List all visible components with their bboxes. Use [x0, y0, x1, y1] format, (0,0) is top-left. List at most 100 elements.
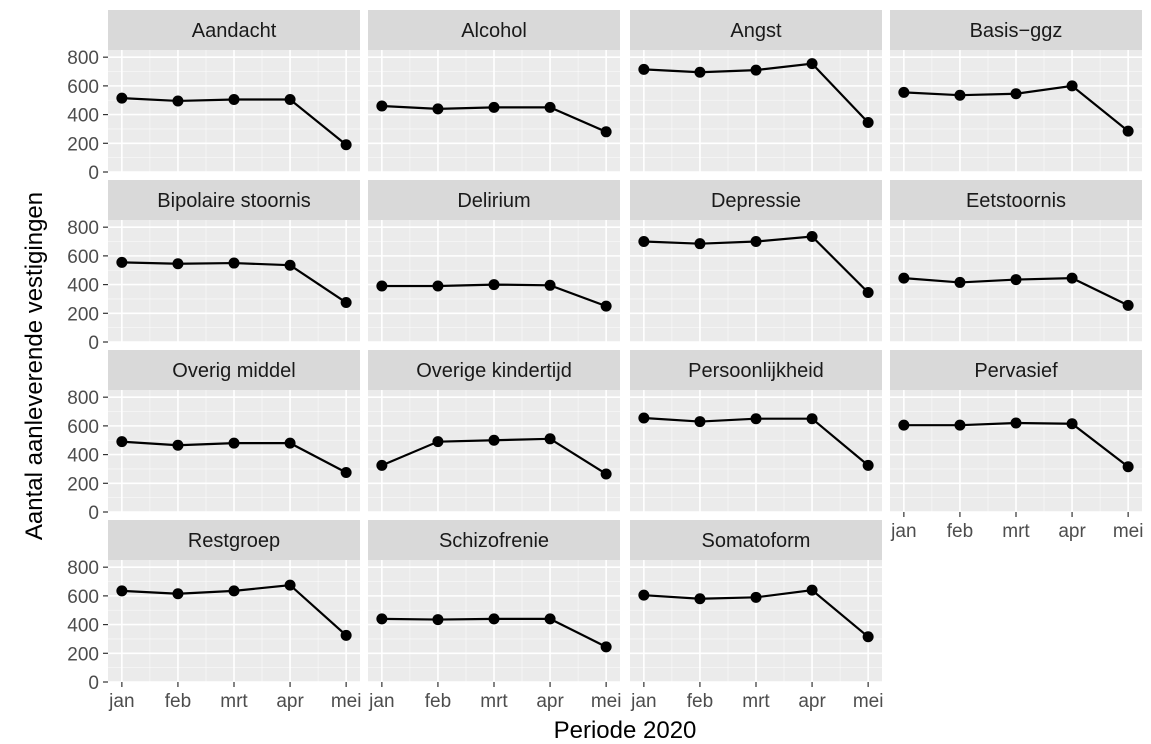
data-point [806, 584, 818, 596]
data-point [116, 92, 128, 104]
data-point [488, 279, 500, 291]
facet-title: Eetstoornis [966, 190, 1066, 212]
y-tick-label: 200 [67, 644, 99, 665]
x-tick-label: jan [108, 691, 134, 712]
data-point [1122, 125, 1134, 137]
data-point [694, 416, 706, 428]
facet-title: Aandacht [192, 20, 277, 42]
data-point [600, 468, 612, 480]
facet-strip [630, 180, 882, 220]
x-tick-label: mei [591, 691, 622, 712]
x-tick-label: jan [630, 691, 656, 712]
facet-strip [108, 350, 360, 390]
y-tick-label: 600 [67, 587, 99, 608]
facet-panel: Alcohol [368, 10, 620, 173]
data-point [228, 585, 240, 597]
data-point [116, 256, 128, 268]
data-point [638, 236, 650, 248]
data-point [638, 589, 650, 601]
data-point [750, 64, 762, 76]
data-point [544, 279, 556, 291]
x-tick-label: feb [947, 521, 973, 542]
data-point [284, 94, 296, 106]
data-point [862, 116, 874, 128]
y-axis-title: Aantal aanleverende vestigingen [21, 192, 48, 540]
x-tick-label: apr [276, 691, 304, 712]
data-point [376, 100, 388, 112]
facet-strip [630, 10, 882, 50]
data-point [116, 436, 128, 448]
y-tick-label: 600 [67, 77, 99, 98]
data-point [116, 585, 128, 597]
facet-panel: Pervasief jan feb mrt apr mei [890, 350, 1143, 542]
data-point [172, 439, 184, 451]
x-tick-label: mei [331, 691, 362, 712]
data-point [488, 101, 500, 113]
facet-panel: Overige kindertijd [368, 350, 620, 513]
x-tick-label: jan [368, 691, 394, 712]
facet-panel: Bipolaire stoornis 0 200 400 600 800 [67, 180, 360, 354]
facet-strip [368, 10, 620, 50]
facet-strip [368, 350, 620, 390]
data-point [750, 591, 762, 603]
data-point [1122, 461, 1134, 473]
data-point [1010, 88, 1022, 100]
x-tick-label: mei [1113, 521, 1144, 542]
facet-strip [890, 180, 1142, 220]
y-tick-label: 0 [88, 163, 99, 184]
facet-title: Basis−ggz [970, 20, 1063, 42]
data-point [544, 613, 556, 625]
facet-strip [368, 180, 620, 220]
data-point [694, 593, 706, 605]
y-tick-label: 0 [88, 503, 99, 524]
facet-strip [108, 520, 360, 560]
x-tick-label: mrt [220, 691, 248, 712]
data-point [228, 257, 240, 269]
data-point [172, 588, 184, 600]
data-point [600, 641, 612, 653]
facet-strip [630, 520, 882, 560]
data-point [376, 459, 388, 471]
facet-panel: Somatoform jan feb mrt apr mei [630, 520, 883, 712]
y-tick-label: 800 [67, 218, 99, 239]
data-point [340, 467, 352, 479]
facet-strip [368, 520, 620, 560]
data-point [340, 297, 352, 309]
facet-panel: Depressie [630, 180, 882, 343]
facet-title: Persoonlijkheid [688, 360, 824, 382]
x-tick-label: mrt [742, 691, 770, 712]
data-point [898, 272, 910, 284]
x-tick-label: feb [687, 691, 713, 712]
data-point [172, 258, 184, 270]
y-tick-label: 400 [67, 276, 99, 297]
y-tick-label: 200 [67, 474, 99, 495]
facet-strip [890, 350, 1142, 390]
data-point [638, 412, 650, 424]
y-tick-label: 200 [67, 134, 99, 155]
facet-title: Bipolaire stoornis [157, 190, 310, 212]
facet-title: Alcohol [461, 20, 527, 42]
data-point [284, 259, 296, 271]
data-point [694, 238, 706, 250]
data-point [1010, 417, 1022, 429]
x-tick-label: apr [536, 691, 564, 712]
y-tick-label: 800 [67, 388, 99, 409]
data-point [1066, 80, 1078, 92]
data-point [432, 614, 444, 626]
facet-title: Depressie [711, 190, 801, 212]
data-point [1122, 299, 1134, 311]
data-point [544, 433, 556, 445]
data-point [1066, 272, 1078, 284]
data-point [488, 613, 500, 625]
data-point [376, 280, 388, 292]
data-point [954, 276, 966, 288]
facet-strip [630, 350, 882, 390]
data-point [600, 126, 612, 138]
data-point [228, 437, 240, 449]
y-tick-label: 0 [88, 333, 99, 354]
data-point [376, 613, 388, 625]
y-tick-label: 400 [67, 616, 99, 637]
y-tick-label: 400 [67, 106, 99, 127]
x-axis-title: Periode 2020 [554, 717, 697, 744]
